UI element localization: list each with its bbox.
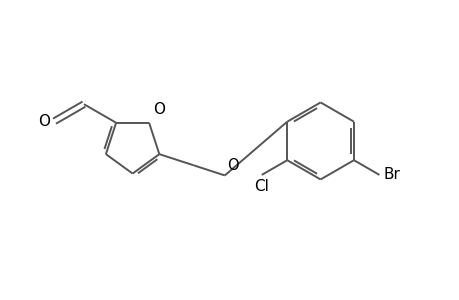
- Text: O: O: [38, 114, 50, 129]
- Text: O: O: [153, 102, 165, 117]
- Text: O: O: [227, 158, 238, 173]
- Text: Br: Br: [382, 167, 399, 182]
- Text: Cl: Cl: [254, 179, 269, 194]
